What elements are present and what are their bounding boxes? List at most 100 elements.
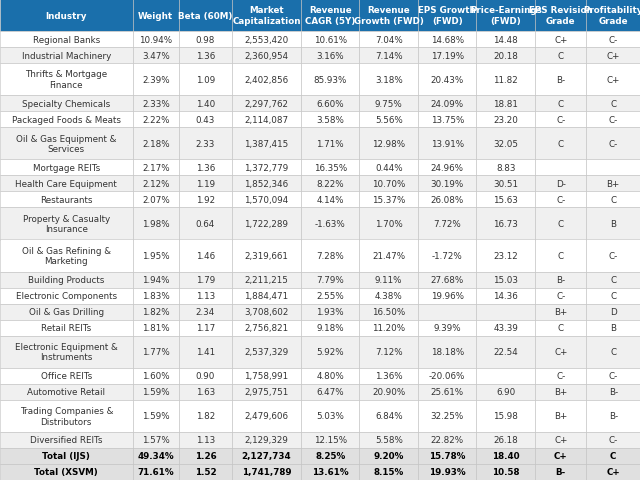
Bar [232, 48, 301, 64]
Bar [586, 176, 640, 192]
Text: 5.92%: 5.92% [316, 348, 344, 357]
Bar [360, 448, 418, 464]
Text: 23.12: 23.12 [493, 252, 518, 261]
Bar [535, 432, 586, 448]
Text: Profitability
Grade: Profitability Grade [584, 6, 640, 25]
Bar [132, 368, 179, 384]
Bar [232, 272, 301, 288]
Bar [232, 288, 301, 304]
Text: C-: C- [609, 116, 618, 124]
Bar [418, 128, 476, 160]
Text: Automotive Retail: Automotive Retail [28, 387, 105, 396]
Bar [179, 0, 232, 32]
Bar [360, 304, 418, 320]
Text: 1.94%: 1.94% [142, 276, 170, 285]
Text: 20.18: 20.18 [493, 51, 518, 60]
Text: 1.82%: 1.82% [142, 308, 170, 316]
Text: Specialty Chemicals: Specialty Chemicals [22, 99, 110, 108]
Bar [232, 368, 301, 384]
Bar [301, 192, 360, 208]
Bar [232, 240, 301, 272]
Bar [132, 112, 179, 128]
Bar [586, 96, 640, 112]
Text: 20.90%: 20.90% [372, 387, 405, 396]
Text: C+: C+ [554, 348, 568, 357]
Text: C+: C+ [554, 435, 568, 444]
Text: 2,127,734: 2,127,734 [242, 452, 291, 460]
Text: C+: C+ [607, 75, 620, 84]
Bar [535, 128, 586, 160]
Bar [179, 464, 232, 480]
Text: 2,756,821: 2,756,821 [244, 324, 289, 333]
Bar [132, 128, 179, 160]
Bar [476, 32, 535, 48]
Bar [535, 464, 586, 480]
Bar [586, 128, 640, 160]
Text: C-: C- [609, 252, 618, 261]
Text: Restaurants: Restaurants [40, 195, 93, 204]
Text: 7.14%: 7.14% [375, 51, 403, 60]
Text: 1,387,415: 1,387,415 [244, 140, 289, 148]
Text: 1.57%: 1.57% [142, 435, 170, 444]
Text: 5.03%: 5.03% [316, 411, 344, 420]
Text: 3.18%: 3.18% [375, 75, 403, 84]
Bar [360, 208, 418, 240]
Text: Total (IJS): Total (IJS) [42, 452, 90, 460]
Text: C: C [610, 99, 616, 108]
Text: C: C [557, 51, 564, 60]
Text: 8.22%: 8.22% [316, 180, 344, 189]
Bar [476, 432, 535, 448]
Bar [586, 160, 640, 176]
Text: 27.68%: 27.68% [431, 276, 464, 285]
Bar [360, 192, 418, 208]
Text: 2,297,762: 2,297,762 [244, 99, 289, 108]
Text: 3,708,602: 3,708,602 [244, 308, 289, 316]
Text: 1.13: 1.13 [196, 291, 215, 300]
Text: Electronic Components: Electronic Components [16, 291, 117, 300]
Bar [360, 32, 418, 48]
Text: 26.18: 26.18 [493, 435, 518, 444]
Bar [179, 160, 232, 176]
Bar [535, 320, 586, 336]
Bar [132, 0, 179, 32]
Text: 15.37%: 15.37% [372, 195, 405, 204]
Text: C: C [557, 219, 564, 228]
Bar [232, 400, 301, 432]
Bar [301, 240, 360, 272]
Bar [360, 320, 418, 336]
Text: 9.11%: 9.11% [375, 276, 403, 285]
Text: 9.75%: 9.75% [375, 99, 403, 108]
Text: Revenue
CAGR (5Y): Revenue CAGR (5Y) [305, 6, 355, 25]
Bar [535, 176, 586, 192]
Text: C+: C+ [607, 468, 620, 477]
Text: B-: B- [556, 468, 566, 477]
Bar [0, 208, 132, 240]
Bar [232, 336, 301, 368]
Text: 10.70%: 10.70% [372, 180, 405, 189]
Text: C: C [610, 291, 616, 300]
Text: C: C [557, 99, 564, 108]
Text: 23.20: 23.20 [493, 116, 518, 124]
Text: B-: B- [556, 75, 565, 84]
Text: 0.44%: 0.44% [375, 164, 403, 172]
Bar [232, 176, 301, 192]
Text: 7.79%: 7.79% [316, 276, 344, 285]
Bar [232, 432, 301, 448]
Bar [0, 384, 132, 400]
Text: 2.18%: 2.18% [142, 140, 170, 148]
Bar [360, 176, 418, 192]
Bar [418, 240, 476, 272]
Text: 2.17%: 2.17% [142, 164, 170, 172]
Text: Oil & Gas Equipment &
Services: Oil & Gas Equipment & Services [16, 134, 116, 154]
Bar [132, 288, 179, 304]
Bar [301, 432, 360, 448]
Bar [535, 32, 586, 48]
Bar [132, 336, 179, 368]
Bar [586, 64, 640, 96]
Bar [586, 240, 640, 272]
Text: 7.12%: 7.12% [375, 348, 403, 357]
Bar [360, 0, 418, 32]
Bar [360, 336, 418, 368]
Text: Price-Earnings
(FWD): Price-Earnings (FWD) [470, 6, 541, 25]
Text: 1.83%: 1.83% [142, 291, 170, 300]
